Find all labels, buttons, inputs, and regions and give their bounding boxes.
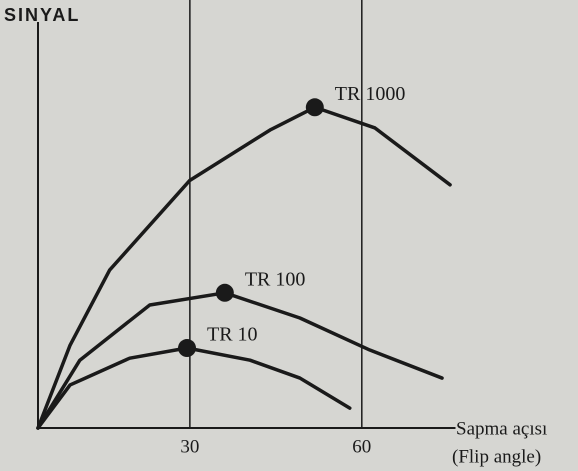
x-tick-label: 30 [180, 436, 199, 457]
series-label: TR 10 [207, 324, 258, 346]
series-label: TR 1000 [335, 83, 406, 105]
x-tick-label: 60 [352, 436, 371, 457]
line [36, 105, 452, 430]
y-axis-label: SINYAL [4, 5, 80, 25]
peak-marker [305, 98, 324, 117]
x-axis-label: (Flip angle) [452, 446, 541, 467]
series-label: TR 100 [245, 268, 306, 290]
peak-marker [178, 339, 197, 358]
peak-marker [215, 283, 234, 302]
x-axis-label: Sapma açısı [456, 418, 547, 439]
